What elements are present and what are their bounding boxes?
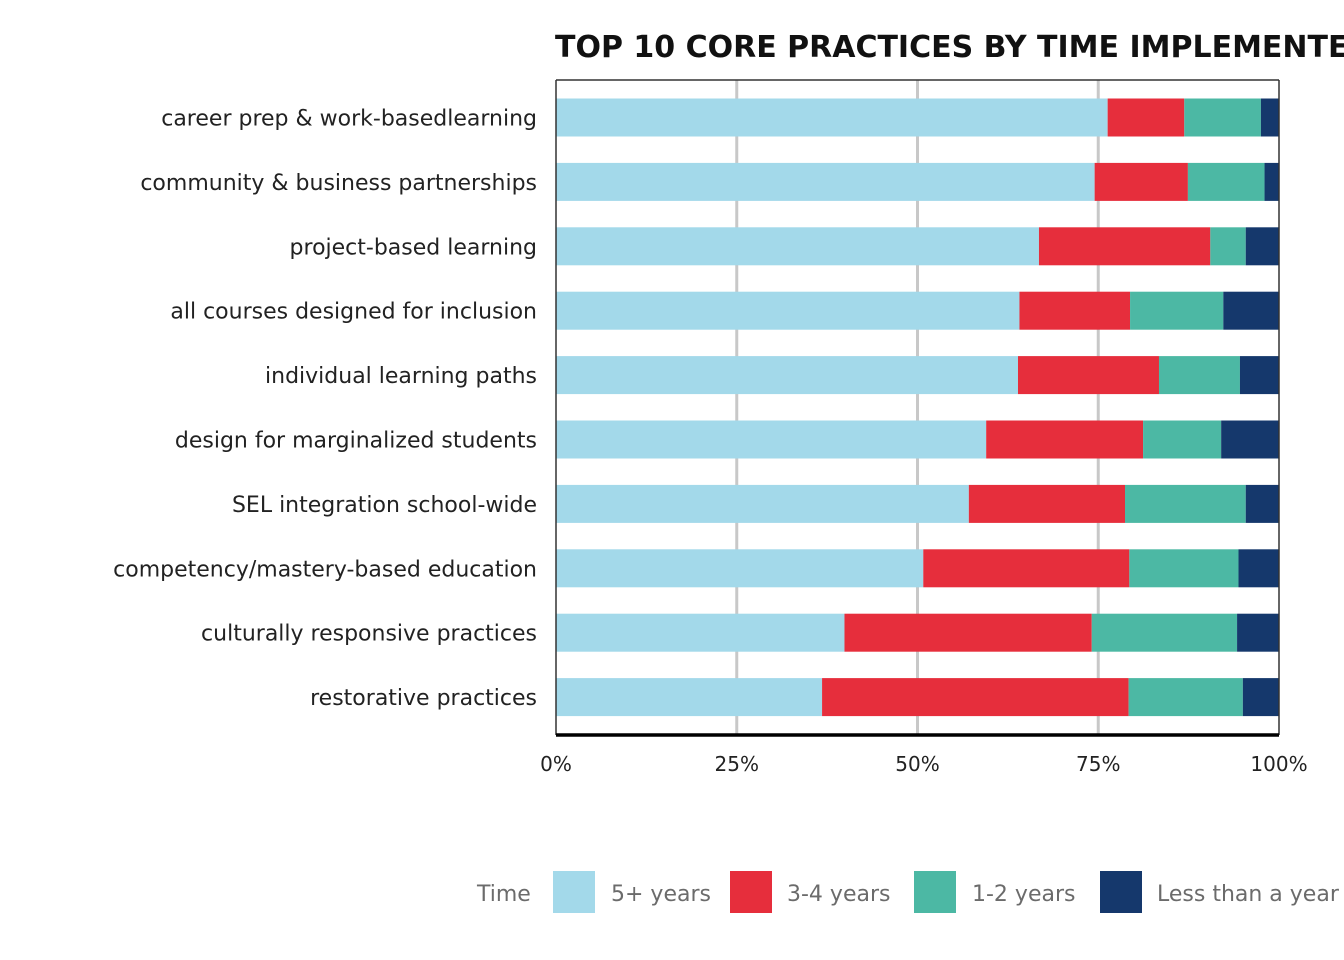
bar-1-1 (1095, 163, 1188, 201)
category-label-5: design for marginalized students (175, 429, 537, 454)
legend-swatch-2 (914, 871, 956, 913)
bar-2-3 (1246, 227, 1279, 265)
category-label-8: culturally responsive practices (201, 622, 537, 647)
bar-6-2 (1125, 485, 1246, 523)
bar-1-2 (1188, 163, 1265, 201)
bar-6-1 (969, 485, 1125, 523)
bar-9-2 (1129, 678, 1243, 716)
chart-title: TOP 10 CORE PRACTICES BY TIME IMPLEMENTE… (555, 30, 1344, 65)
legend: Time 5+ years 3-4 years 1-2 years Less than… (476, 871, 1340, 913)
bar-9-1 (822, 678, 1129, 716)
bar-3-2 (1130, 292, 1223, 330)
bar-8-2 (1092, 614, 1237, 652)
legend-label-3: Less than a year (1157, 882, 1340, 907)
legend-title: Time (476, 882, 531, 907)
x-tick-labels: 0% 25% 50% 75% 100% (540, 752, 1307, 776)
bar-2-0 (556, 227, 1039, 265)
bar-2-1 (1039, 227, 1210, 265)
bar-7-3 (1239, 549, 1279, 587)
legend-label-1: 3-4 years (787, 882, 890, 907)
x-tick-label-2: 50% (895, 752, 939, 776)
bar-5-1 (986, 421, 1143, 459)
category-label-7: competency/mastery-based education (113, 557, 537, 582)
bar-6-3 (1246, 485, 1279, 523)
bar-9-3 (1243, 678, 1279, 716)
bar-0-2 (1184, 99, 1261, 137)
bar-0-1 (1108, 99, 1185, 137)
bar-7-1 (923, 549, 1129, 587)
legend-label-2: 1-2 years (972, 882, 1075, 907)
category-labels: career prep & work-basedlearning communit… (113, 107, 537, 712)
bar-6-0 (556, 485, 969, 523)
category-label-6: SEL integration school-wide (232, 493, 537, 518)
category-label-9: restorative practices (310, 686, 537, 711)
x-tick-label-4: 100% (1250, 752, 1307, 776)
legend-swatch-3 (1100, 871, 1142, 913)
x-tick-label-1: 25% (715, 752, 759, 776)
bar-1-3 (1265, 163, 1279, 201)
bar-4-0 (556, 356, 1018, 394)
category-label-3: all courses designed for inclusion (170, 300, 537, 325)
bar-4-3 (1240, 356, 1279, 394)
bar-7-0 (556, 549, 923, 587)
bar-3-0 (556, 292, 1019, 330)
bar-5-3 (1221, 421, 1279, 459)
bar-0-3 (1261, 99, 1279, 137)
x-tick-label-0: 0% (540, 752, 572, 776)
legend-swatch-0 (553, 871, 595, 913)
bar-1-0 (556, 163, 1095, 201)
x-tick-label-3: 75% (1076, 752, 1120, 776)
bar-8-1 (844, 614, 1091, 652)
category-label-2: project-based learning (290, 235, 537, 260)
bar-3-1 (1019, 292, 1130, 330)
bar-9-0 (556, 678, 822, 716)
category-label-4: individual learning paths (265, 364, 537, 389)
category-label-0: career prep & work-basedlearning (161, 107, 537, 132)
bar-5-2 (1143, 421, 1221, 459)
bar-5-0 (556, 421, 986, 459)
bar-3-3 (1223, 292, 1279, 330)
bar-0-0 (556, 99, 1108, 137)
bar-8-3 (1237, 614, 1279, 652)
bar-4-1 (1018, 356, 1159, 394)
legend-label-0: 5+ years (611, 882, 711, 907)
bar-2-2 (1210, 227, 1245, 265)
bar-7-2 (1129, 549, 1238, 587)
bar-4-2 (1159, 356, 1240, 394)
legend-swatch-1 (730, 871, 772, 913)
bar-8-0 (556, 614, 844, 652)
category-label-1: community & business partnerships (140, 171, 537, 196)
